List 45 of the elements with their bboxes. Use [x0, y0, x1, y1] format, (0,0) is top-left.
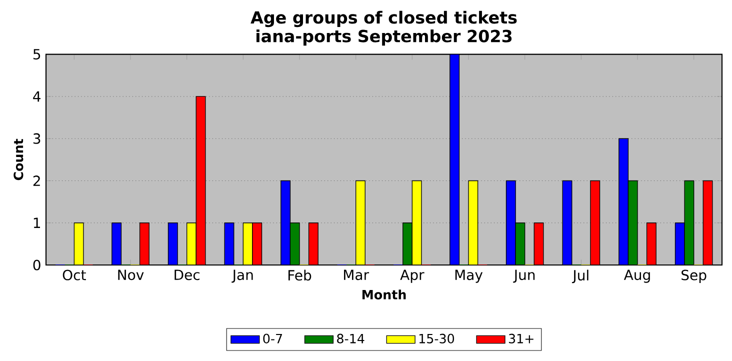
- bar: [308, 222, 318, 266]
- x-axis-title: Month: [362, 290, 406, 300]
- bar: [242, 222, 253, 266]
- legend-label: 15-30: [419, 334, 454, 344]
- bar: [356, 180, 366, 266]
- bar: [139, 222, 150, 266]
- bar: [628, 180, 638, 266]
- legend-label: 8-14: [337, 334, 364, 344]
- legend-label: 31+: [508, 334, 534, 344]
- x-tick-label: Oct: [62, 270, 86, 280]
- x-tick-label: Nov: [118, 270, 144, 280]
- bar: [252, 222, 262, 266]
- x-tick-label: May: [455, 270, 483, 283]
- chart-title: Age groups of closed tickets: [250, 10, 517, 28]
- y-tick-label: 5: [33, 49, 40, 60]
- x-tick-label: Aug: [624, 270, 650, 283]
- bar: [515, 222, 526, 266]
- bar: [412, 180, 422, 266]
- bar: [646, 222, 656, 266]
- x-tick-label: Sep: [682, 270, 706, 284]
- x-tick-label: Jul: [572, 270, 588, 284]
- bar: [402, 222, 413, 266]
- bar: [684, 180, 694, 266]
- y-axis-title: Count: [14, 138, 24, 180]
- x-tick-label: Mar: [344, 270, 370, 280]
- bar: [702, 180, 713, 266]
- x-tick-label: Jan: [232, 270, 253, 283]
- bar: [186, 222, 196, 266]
- bar: [196, 96, 206, 266]
- y-tick-label: 3: [33, 133, 40, 144]
- y-tick-label: 0: [33, 260, 40, 270]
- bar: [590, 180, 600, 266]
- chart-subtitle: iana-ports September 2023: [256, 29, 512, 46]
- x-tick-label: Feb: [288, 270, 312, 281]
- x-tick-label: Jun: [513, 270, 535, 283]
- bar: [74, 222, 84, 266]
- x-tick-label: Apr: [400, 270, 424, 283]
- bar: [468, 180, 478, 266]
- bar: [534, 222, 544, 266]
- y-tick-label: 1: [34, 218, 40, 228]
- y-tick-label: 2: [33, 176, 40, 186]
- legend-label: 0-7: [263, 334, 282, 344]
- y-tick-label: 4: [33, 91, 40, 102]
- bar: [290, 222, 300, 266]
- x-tick-label: Dec: [174, 270, 200, 280]
